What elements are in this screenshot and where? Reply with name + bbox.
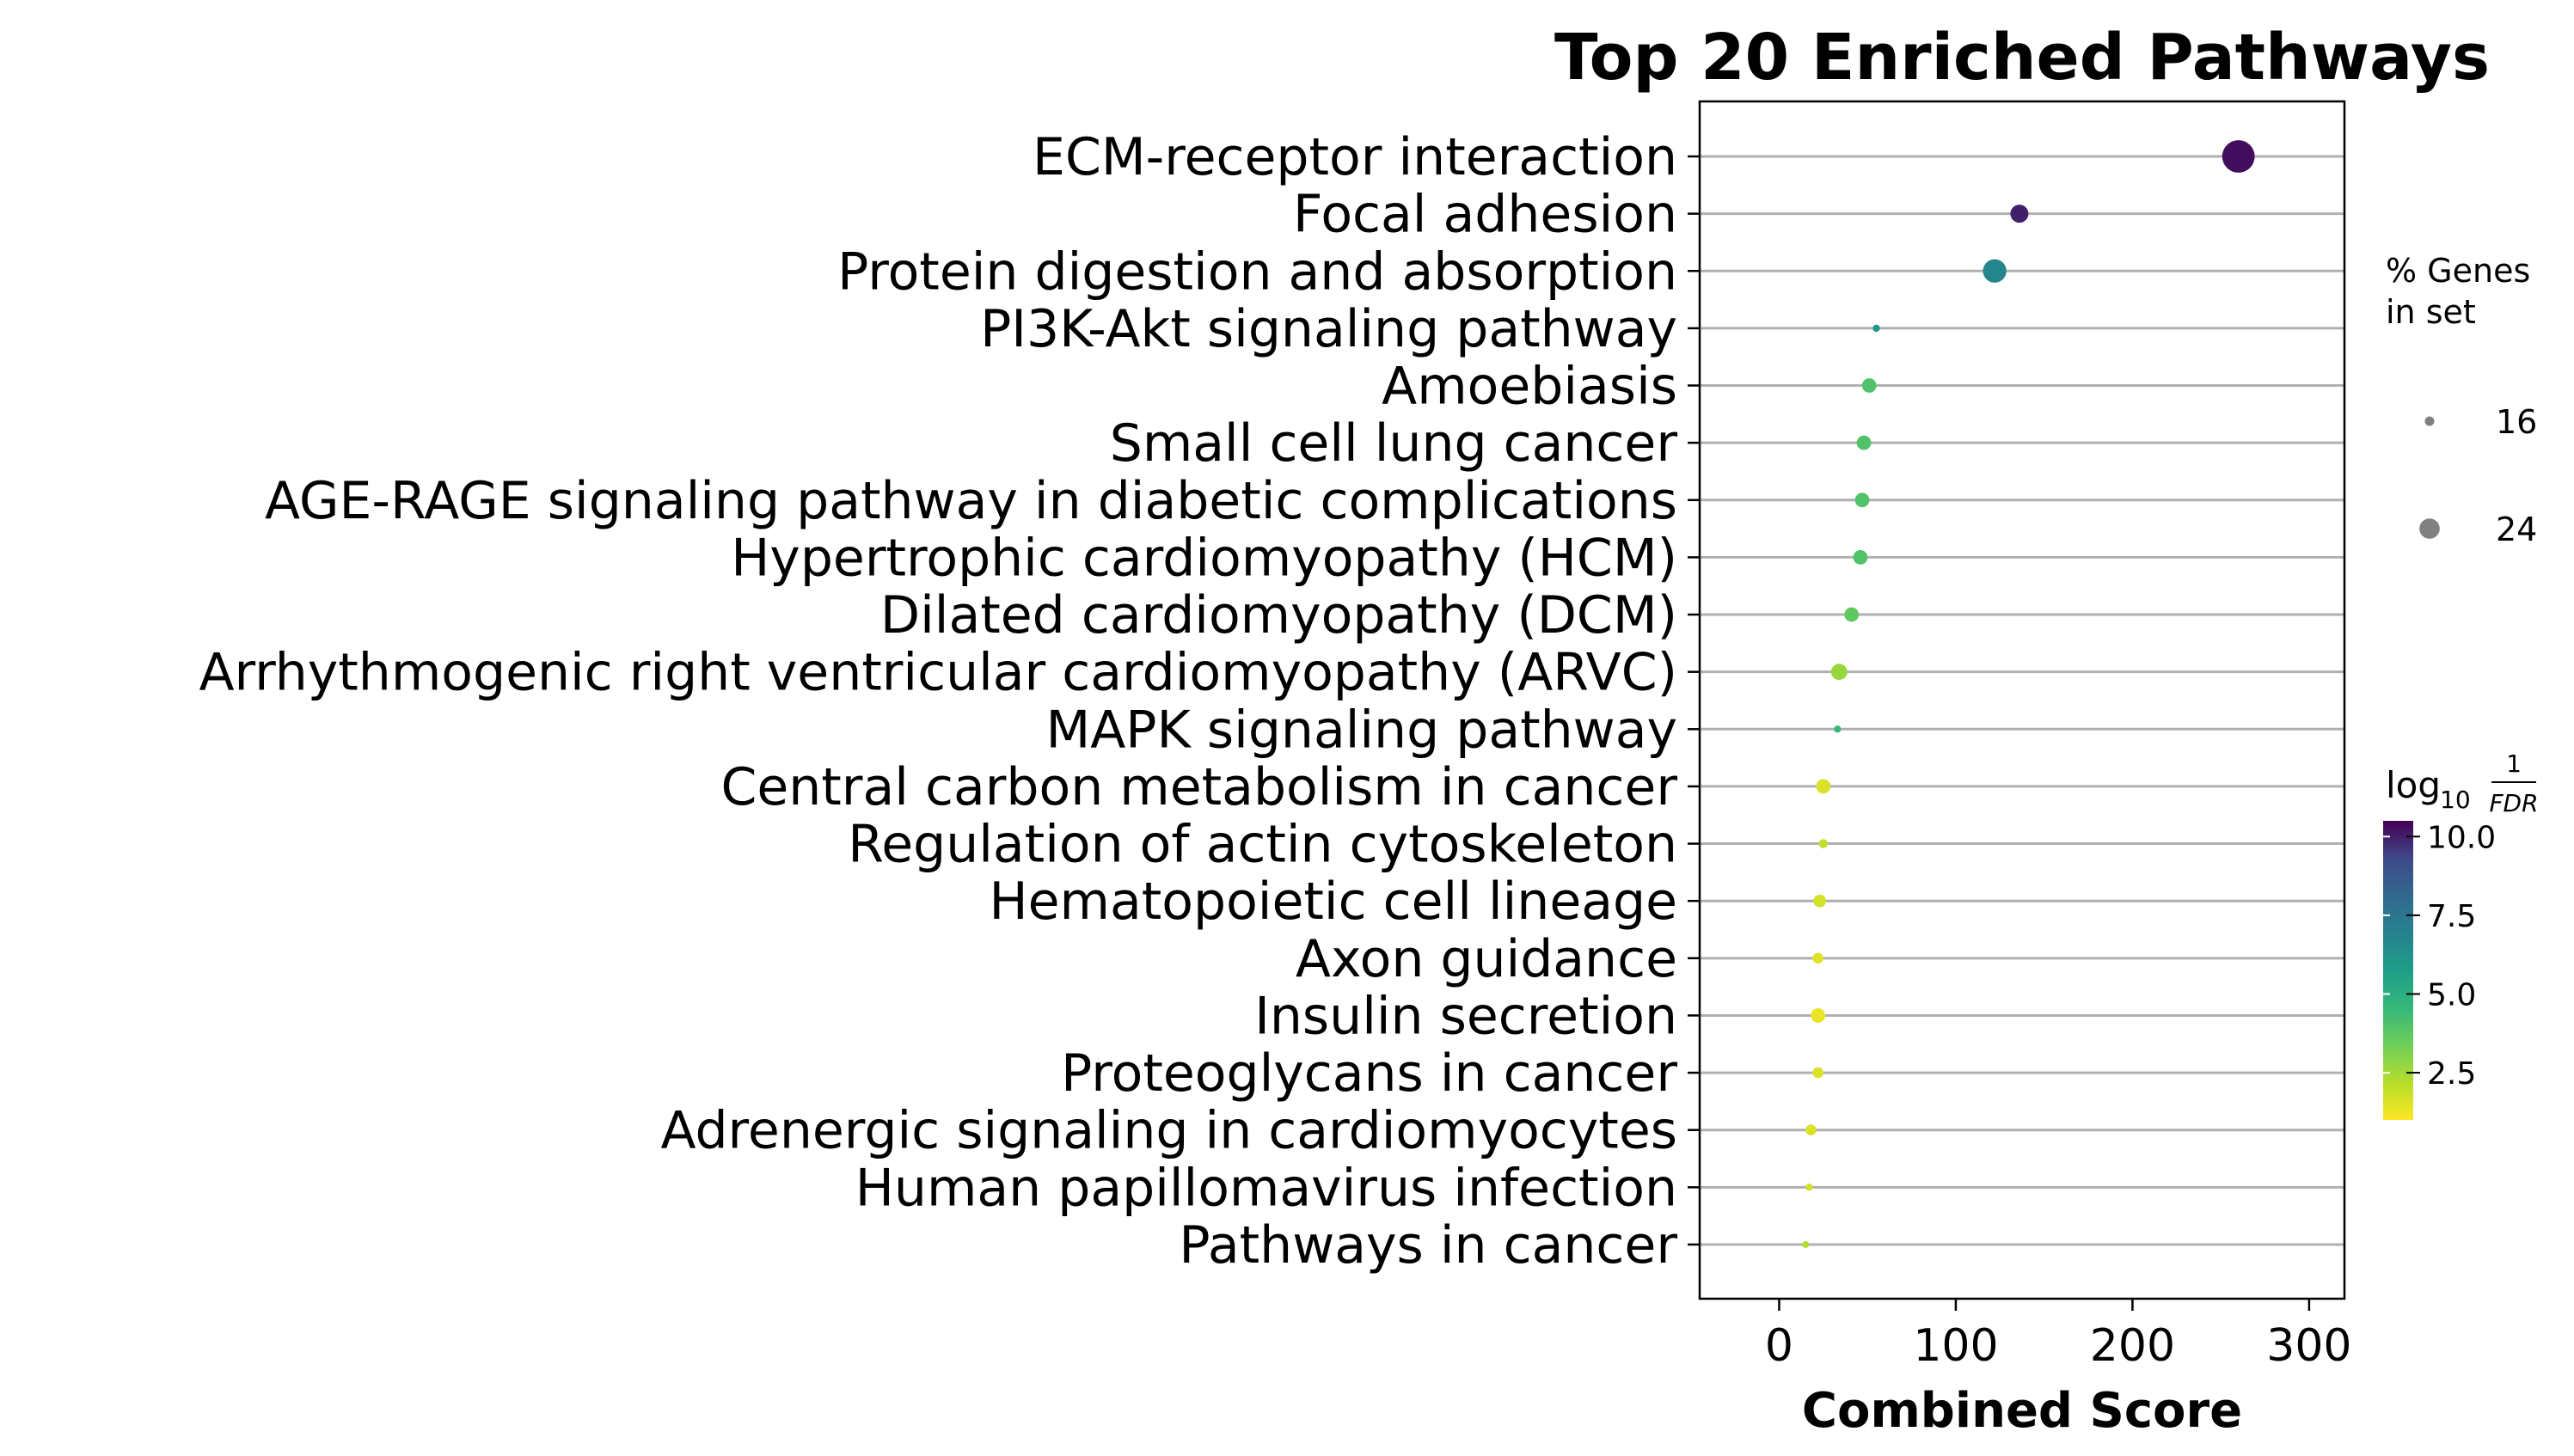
size-legend-marker xyxy=(2424,416,2435,426)
data-point xyxy=(2222,140,2255,173)
size-legend-label: 24 xyxy=(2496,511,2537,548)
data-point xyxy=(1811,1008,1826,1023)
y-tick-label: Central carbon metabolism in cancer xyxy=(720,757,1677,817)
data-point xyxy=(1983,259,2007,283)
y-tick-label: Proteoglycans in cancer xyxy=(1061,1043,1677,1104)
y-tick-label: Adrenergic signaling in cardiomyocytes xyxy=(660,1101,1677,1161)
data-point xyxy=(1816,779,1831,794)
x-tick-label: 100 xyxy=(1913,1320,1998,1372)
x-tick-label: 200 xyxy=(2090,1320,2175,1372)
size-legend-title-line2: in set xyxy=(2386,293,2476,331)
y-tick-label: Protein digestion and absorption xyxy=(837,242,1677,302)
data-point xyxy=(1872,324,1880,333)
data-point xyxy=(1830,664,1848,681)
y-tick-label: Focal adhesion xyxy=(1293,185,1677,245)
data-point xyxy=(1853,550,1868,565)
y-tick-label: Human papillomavirus infection xyxy=(855,1158,1677,1218)
x-axis: 0 100 200 300 xyxy=(1765,1299,2352,1372)
data-point xyxy=(1861,378,1877,393)
y-tick-label: Arrhythmogenic right ventricular cardiom… xyxy=(199,643,1677,703)
grid-lines xyxy=(1688,155,2344,1246)
data-point xyxy=(1802,1240,1810,1248)
size-legend-title-line1: % Genes xyxy=(2386,252,2530,290)
y-tick-label: Hematopoietic cell lineage xyxy=(990,872,1677,932)
y-tick-label: Pathways in cancer xyxy=(1179,1215,1677,1276)
x-tick-label: 0 xyxy=(1765,1320,1793,1372)
colorbar-title-base: 10 xyxy=(2440,786,2471,814)
y-tick-label: AGE-RAGE signaling pathway in diabetic c… xyxy=(265,471,1677,531)
x-axis-label: Combined Score xyxy=(1802,1383,2242,1439)
y-tick-label: Hypertrophic cardiomyopathy (HCM) xyxy=(731,528,1677,588)
y-tick-label: MAPK signaling pathway xyxy=(1045,700,1677,760)
y-tick-label: Axon guidance xyxy=(1296,929,1677,989)
data-point xyxy=(1854,492,1870,508)
y-tick-label: Small cell lung cancer xyxy=(1110,413,1678,474)
y-tick-label: Amoebiasis xyxy=(1382,357,1677,417)
y-tick-label: Regulation of actin cytoskeleton xyxy=(848,815,1677,875)
data-point xyxy=(1805,1184,1813,1191)
colorbar-title-log: log xyxy=(2386,764,2441,806)
colorbar-tick-label: 10.0 xyxy=(2427,820,2496,855)
size-legend: % Genes in set 16 24 xyxy=(2386,252,2537,548)
size-legend-label: 16 xyxy=(2496,403,2537,441)
colorbar-tick-label: 5.0 xyxy=(2427,977,2476,1012)
y-tick-label: ECM-receptor interaction xyxy=(1033,127,1677,187)
y-tick-label: PI3K-Akt signaling pathway xyxy=(980,299,1677,359)
data-point xyxy=(1813,894,1827,908)
size-legend-marker xyxy=(2419,518,2440,539)
colorbar-title-numerator: 1 xyxy=(2506,749,2522,778)
x-tick-label: 300 xyxy=(2266,1320,2351,1372)
data-point xyxy=(1844,607,1860,622)
data-point xyxy=(1856,435,1872,450)
colorbar-tick-label: 7.5 xyxy=(2427,899,2476,934)
data-point xyxy=(1834,725,1842,733)
data-point xyxy=(2010,205,2029,223)
colorbar-gradient xyxy=(2383,821,2413,1120)
data-point xyxy=(1812,1067,1823,1079)
colorbar: log 10 1 FDR 10.0 7.5 5.0 2.5 xyxy=(2383,749,2539,1120)
chart-title: Top 20 Enriched Pathways xyxy=(1554,21,2490,95)
colorbar-title-denominator: FDR xyxy=(2489,789,2538,817)
colorbar-tick-label: 2.5 xyxy=(2427,1056,2476,1092)
plot-frame xyxy=(1698,100,2346,1300)
data-point xyxy=(1818,839,1829,848)
data-point xyxy=(1812,952,1823,964)
y-tick-label: Dilated cardiomyopathy (DCM) xyxy=(880,585,1677,645)
data-point xyxy=(1805,1124,1817,1136)
data-points xyxy=(1802,140,2255,1248)
y-tick-label: Insulin secretion xyxy=(1254,986,1677,1046)
